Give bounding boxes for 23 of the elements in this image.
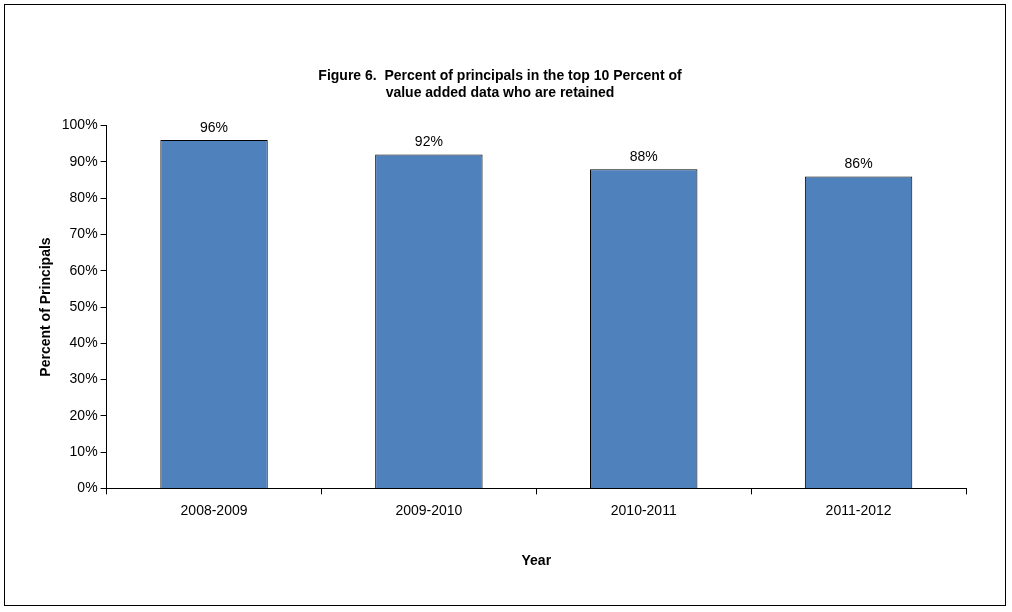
y-tick-label: 50% — [69, 297, 98, 314]
text: value added data who are retained — [385, 84, 615, 101]
y-tick-label: 20% — [69, 406, 98, 423]
y-tick-label: 10% — [69, 442, 98, 459]
y-tick-label: 30% — [69, 370, 98, 387]
x-axis-title: Year — [521, 552, 552, 569]
y-axis-title: Percent of Principals — [37, 237, 54, 377]
x-tick-label: 2008-2009 — [180, 501, 248, 518]
data-label: 88% — [629, 148, 658, 164]
y-tick-label: 0% — [77, 479, 98, 496]
y-tick-label: 90% — [69, 152, 98, 169]
x-tick-label: 2010-2011 — [610, 501, 677, 518]
data-label: 96% — [200, 118, 229, 135]
text: Figure 6. Percent of principals in the top 10 Percent of — [318, 67, 682, 84]
data-label: 86% — [844, 155, 873, 172]
data-label: 92% — [414, 133, 443, 150]
x-tick-label: 2011-2012 — [825, 501, 892, 518]
x-tick-label: 2009-2010 — [395, 501, 463, 518]
y-tick-label: 70% — [69, 225, 98, 242]
y-tick-label: 40% — [69, 334, 98, 351]
y-tick-label: 80% — [69, 189, 98, 206]
y-tick-label: 100% — [61, 116, 98, 133]
y-tick-label: 60% — [69, 261, 98, 278]
